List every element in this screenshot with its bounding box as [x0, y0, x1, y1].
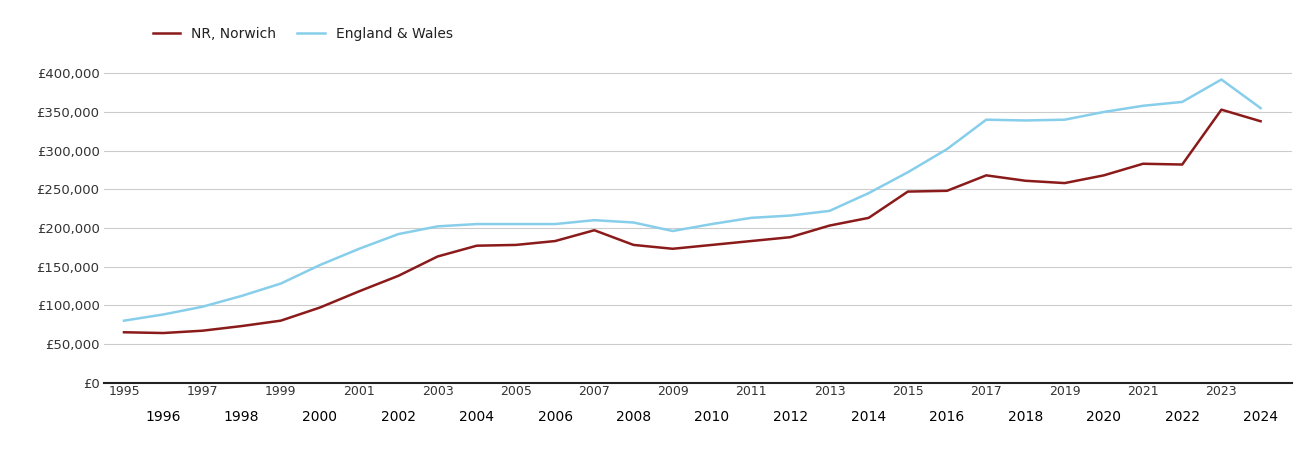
NR, Norwich	[1057, 180, 1073, 186]
England & Wales	[625, 220, 641, 225]
NR, Norwich	[390, 273, 406, 279]
NR, Norwich	[586, 228, 602, 233]
NR, Norwich	[705, 242, 720, 248]
England & Wales	[234, 293, 249, 299]
NR, Norwich	[312, 305, 328, 310]
England & Wales	[1253, 105, 1268, 111]
NR, Norwich	[234, 324, 249, 329]
NR, Norwich	[783, 234, 799, 240]
NR, Norwich	[1214, 107, 1229, 112]
England & Wales	[390, 231, 406, 237]
NR, Norwich	[1135, 161, 1151, 166]
Legend: NR, Norwich, England & Wales: NR, Norwich, England & Wales	[147, 22, 458, 47]
NR, Norwich	[1018, 178, 1034, 184]
England & Wales	[273, 281, 288, 286]
NR, Norwich	[351, 288, 367, 294]
England & Wales	[116, 318, 132, 324]
England & Wales	[940, 146, 955, 152]
NR, Norwich	[822, 223, 838, 228]
NR, Norwich	[194, 328, 210, 333]
England & Wales	[1096, 109, 1112, 115]
NR, Norwich	[155, 330, 171, 336]
England & Wales	[1135, 103, 1151, 108]
NR, Norwich	[861, 215, 877, 220]
England & Wales	[155, 312, 171, 317]
England & Wales	[547, 221, 562, 227]
NR, Norwich	[429, 254, 445, 259]
England & Wales	[979, 117, 994, 122]
England & Wales	[861, 190, 877, 196]
NR, Norwich	[625, 242, 641, 248]
England & Wales	[1018, 118, 1034, 123]
NR, Norwich	[1253, 118, 1268, 124]
NR, Norwich	[116, 329, 132, 335]
NR, Norwich	[664, 246, 680, 252]
England & Wales	[194, 304, 210, 310]
England & Wales	[1174, 99, 1190, 104]
England & Wales	[1057, 117, 1073, 122]
England & Wales	[312, 262, 328, 268]
England & Wales	[744, 215, 760, 220]
NR, Norwich	[979, 173, 994, 178]
England & Wales	[664, 228, 680, 234]
NR, Norwich	[1174, 162, 1190, 167]
NR, Norwich	[744, 238, 760, 244]
Line: NR, Norwich: NR, Norwich	[124, 110, 1261, 333]
England & Wales	[822, 208, 838, 214]
England & Wales	[351, 246, 367, 252]
NR, Norwich	[273, 318, 288, 324]
NR, Norwich	[468, 243, 484, 248]
England & Wales	[508, 221, 523, 227]
England & Wales	[705, 221, 720, 227]
NR, Norwich	[547, 238, 562, 244]
NR, Norwich	[900, 189, 916, 194]
England & Wales	[900, 170, 916, 175]
England & Wales	[1214, 77, 1229, 82]
England & Wales	[783, 213, 799, 218]
England & Wales	[429, 224, 445, 229]
England & Wales	[468, 221, 484, 227]
NR, Norwich	[1096, 173, 1112, 178]
England & Wales	[586, 217, 602, 223]
NR, Norwich	[508, 242, 523, 248]
NR, Norwich	[940, 188, 955, 194]
Line: England & Wales: England & Wales	[124, 80, 1261, 321]
